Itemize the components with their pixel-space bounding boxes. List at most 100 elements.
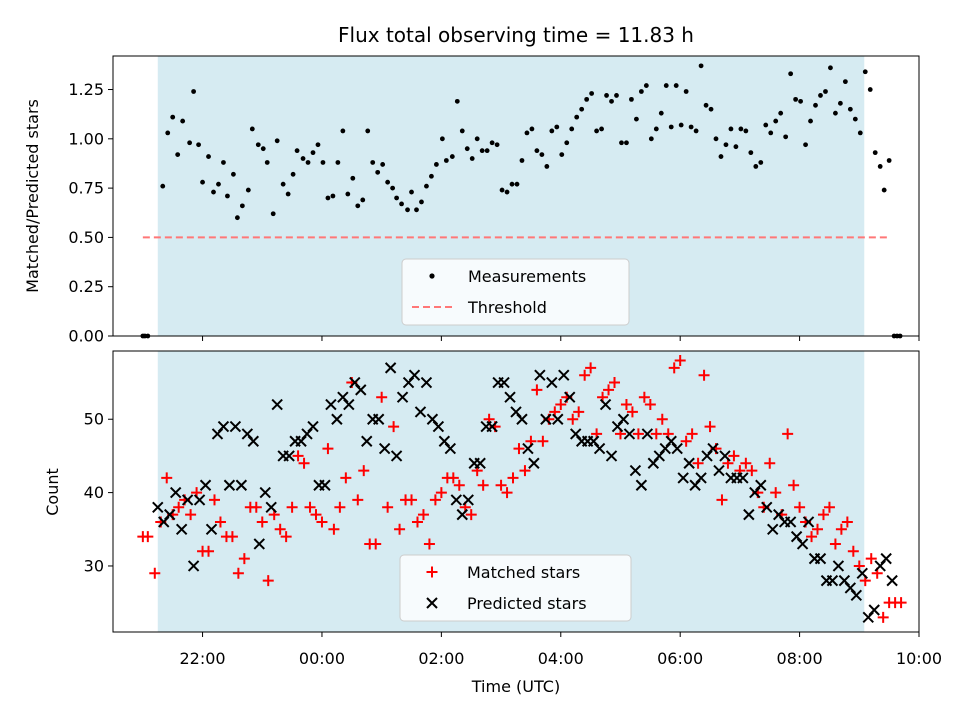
measurement-point <box>340 128 346 134</box>
measurement-point <box>290 171 296 177</box>
measurement-point <box>624 140 629 146</box>
predicted-star-point <box>802 516 815 528</box>
count-plot-x-ticks: 22:00 00:00 02:00 04:00 06:00 08:00 10:00 <box>180 632 942 668</box>
predicted-star-point <box>707 442 719 455</box>
predicted-star-point <box>814 552 827 565</box>
predicted-star-point <box>199 479 212 491</box>
count-legend: Matched stars Predicted stars <box>399 554 632 622</box>
measurement-point <box>330 193 336 199</box>
matched-star-point <box>806 531 818 543</box>
measurement-point <box>554 124 560 130</box>
predicted-star-point <box>229 420 242 433</box>
measurement-point <box>294 148 300 154</box>
predicted-star-point <box>169 486 182 499</box>
matched-star-point <box>382 501 394 513</box>
measurement-point <box>842 79 848 85</box>
predicted-star-point <box>623 428 636 440</box>
predicted-star-point <box>498 376 510 389</box>
measurement-point <box>216 181 221 187</box>
measurement-point <box>180 118 186 124</box>
matched-star-point <box>620 399 632 411</box>
predicted-star-point <box>235 479 248 491</box>
matched-star-point <box>555 399 567 411</box>
count-y-tick-label: 50 <box>84 410 104 429</box>
matched-star-point <box>465 509 477 521</box>
matched-star-point <box>423 538 435 550</box>
measurement-point <box>713 136 719 142</box>
predicted-star-point <box>193 494 206 506</box>
measurement-point <box>443 158 449 163</box>
predicted-star-point <box>205 523 218 535</box>
measurement-point <box>524 130 530 136</box>
measurement-point <box>569 126 575 132</box>
predicted-star-point <box>420 376 433 389</box>
measurement-point <box>748 150 754 156</box>
measurement-point <box>175 152 181 157</box>
matched-star-point <box>250 501 262 513</box>
matched-star-point <box>453 479 465 491</box>
predicted-star-point <box>617 413 630 425</box>
predicted-star-point <box>755 479 767 491</box>
measurement-point <box>414 207 419 213</box>
matched-star-point <box>173 501 185 513</box>
matched-star-point <box>388 421 400 433</box>
measurement-point <box>274 138 280 144</box>
measurement-point <box>399 201 404 207</box>
matched-star-point <box>352 494 364 506</box>
count-y-tick-label: 40 <box>84 483 104 502</box>
measurement-point <box>534 148 540 154</box>
measurement-point <box>584 96 590 102</box>
matched-star-point <box>394 523 406 535</box>
matched-star-point <box>686 428 698 440</box>
measurement-point <box>360 197 366 203</box>
predicted-star-point <box>784 516 797 528</box>
measurement-point <box>165 130 171 136</box>
measurement-point <box>609 98 614 104</box>
matched-star-point <box>340 472 352 484</box>
matched-star-point <box>609 377 621 389</box>
predicted-star-point <box>390 450 403 462</box>
matched-star-point <box>567 413 579 425</box>
measurement-point <box>803 142 808 148</box>
measurement-point <box>320 160 326 165</box>
x-tick-label: 22:00 <box>180 649 226 668</box>
matched-star-point <box>370 538 382 550</box>
predicted-star-point <box>223 479 236 491</box>
predicted-star-point <box>713 464 725 477</box>
predicted-star-point <box>558 369 570 381</box>
measurement-point <box>419 199 424 205</box>
measurement-point <box>234 215 240 221</box>
measurement-point <box>862 69 868 75</box>
measurement-point <box>678 122 684 128</box>
count-plot: 30 40 50 22:00 00:00 02:00 04:00 06:00 08:00 10:… <box>43 350 942 696</box>
measurement-point <box>350 175 356 181</box>
matched-star-point <box>161 472 173 484</box>
matched-star-point <box>716 494 728 506</box>
count-legend-box <box>399 554 632 622</box>
count-plot-y-label: Count <box>43 468 62 516</box>
measurement-point <box>504 189 510 195</box>
matched-star-point <box>603 384 615 396</box>
measurement-point <box>886 158 892 163</box>
predicted-stars-legend-glyph <box>426 597 438 609</box>
measurement-point <box>549 128 555 134</box>
predicted-star-point <box>629 464 642 477</box>
predicted-star-point <box>605 450 618 462</box>
measurement-point <box>763 122 769 128</box>
predicted-star-point <box>408 369 421 381</box>
measurement-point <box>738 126 744 132</box>
measurement-point <box>723 142 729 148</box>
predicted-star-point <box>677 472 689 484</box>
ratio-plot-frame <box>112 55 920 337</box>
predicted-star-point <box>253 538 265 550</box>
measurement-point <box>833 110 838 116</box>
measurement-point <box>484 148 490 154</box>
measurement-point <box>773 118 779 124</box>
predicted-star-point <box>164 508 176 521</box>
measurement-point <box>673 83 679 88</box>
predicted-star-point <box>247 435 260 447</box>
measurement-point <box>728 126 734 132</box>
predicted-star-point <box>450 494 463 506</box>
measurement-point <box>459 128 465 134</box>
matched-star-point <box>746 465 758 477</box>
